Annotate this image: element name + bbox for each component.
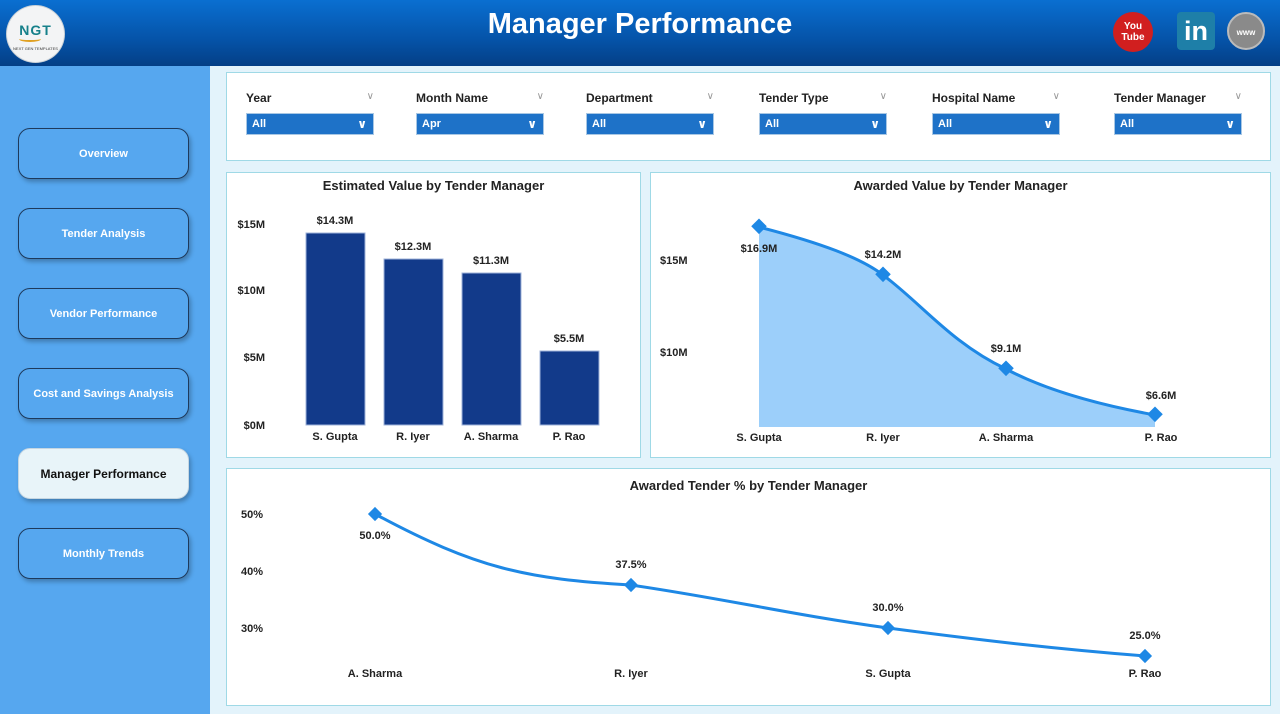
hospital-slicer: Hospital Name ∨ All ∨ (932, 91, 1060, 135)
sidebar-item-monthly-trends[interactable]: Monthly Trends (18, 528, 189, 579)
svg-text:$10M: $10M (660, 347, 688, 359)
svg-text:$14.2M: $14.2M (865, 249, 902, 261)
area-line (758, 225, 1156, 417)
chevron-down-icon: ∨ (1225, 117, 1235, 131)
point-r-iyer[interactable] (623, 577, 639, 593)
svg-text:R. Iyer: R. Iyer (396, 431, 430, 443)
bar-a-sharma[interactable] (461, 272, 522, 426)
sidebar-item-tender-analysis[interactable]: Tender Analysis (18, 208, 189, 259)
bar-r-iyer[interactable] (383, 258, 444, 426)
chevron-down-icon[interactable]: ∨ (1234, 91, 1242, 102)
svg-text:A. Sharma: A. Sharma (979, 432, 1034, 444)
svg-text:30.0%: 30.0% (872, 602, 903, 614)
svg-text:R. Iyer: R. Iyer (614, 668, 648, 680)
svg-text:$5M: $5M (244, 352, 265, 364)
hospital-dropdown[interactable]: All ∨ (932, 113, 1060, 135)
awarded-tender-pct-chart: Awarded Tender % by Tender Manager 50% 4… (226, 468, 1271, 706)
tender-type-dropdown[interactable]: All ∨ (759, 113, 887, 135)
svg-text:A. Sharma: A. Sharma (464, 431, 519, 443)
sidebar-item-cost-savings[interactable]: Cost and Savings Analysis (18, 368, 189, 419)
svg-text:S. Gupta: S. Gupta (865, 668, 911, 680)
chevron-down-icon: ∨ (1043, 117, 1053, 131)
svg-text:S. Gupta: S. Gupta (736, 432, 782, 444)
svg-text:25.0%: 25.0% (1129, 630, 1160, 642)
department-slicer: Department ∨ All ∨ (586, 91, 714, 135)
point-p-rao[interactable] (1137, 648, 1153, 664)
svg-text:$9.1M: $9.1M (991, 343, 1022, 355)
svg-text:$6.6M: $6.6M (1146, 390, 1177, 402)
svg-text:30%: 30% (241, 623, 263, 635)
year-dropdown[interactable]: All ∨ (246, 113, 374, 135)
svg-text:$0M: $0M (244, 420, 265, 432)
tender-manager-dropdown[interactable]: All ∨ (1114, 113, 1242, 135)
point-s-gupta[interactable] (880, 620, 896, 636)
point-a-sharma[interactable] (367, 506, 383, 522)
svg-text:$16.9M: $16.9M (741, 243, 778, 255)
chevron-down-icon: ∨ (870, 117, 880, 131)
svg-text:$15M: $15M (237, 219, 265, 231)
trend-line (374, 512, 1146, 658)
chevron-down-icon[interactable]: ∨ (1052, 91, 1060, 102)
svg-text:37.5%: 37.5% (615, 559, 646, 571)
chevron-down-icon[interactable]: ∨ (536, 91, 544, 102)
chevron-down-icon: ∨ (357, 117, 367, 131)
website-icon[interactable]: www (1227, 12, 1265, 50)
svg-text:$12.3M: $12.3M (395, 241, 432, 253)
bar-s-gupta[interactable] (305, 232, 366, 426)
tender-manager-slicer: Tender Manager ∨ All ∨ (1114, 91, 1242, 135)
logo-swoosh-icon (19, 36, 41, 42)
svg-text:$10M: $10M (237, 285, 265, 297)
ngt-logo: NGT NEXT GEN TEMPLATES (6, 5, 65, 63)
linkedin-icon[interactable]: in (1177, 12, 1215, 50)
awarded-value-chart: Awarded Value by Tender Manager $15M $10… (650, 172, 1271, 458)
svg-text:P. Rao: P. Rao (1145, 432, 1178, 444)
svg-text:$5.5M: $5.5M (554, 333, 585, 345)
chevron-down-icon[interactable]: ∨ (706, 91, 714, 102)
svg-text:$14.3M: $14.3M (317, 215, 354, 227)
filters-panel: Year ∨ All ∨ Month Name ∨ Apr ∨ Department ∨ … (226, 72, 1271, 161)
chevron-down-icon[interactable]: ∨ (879, 91, 887, 102)
estimated-value-chart: Estimated Value by Tender Manager $15M $… (226, 172, 641, 458)
svg-text:40%: 40% (241, 566, 263, 578)
svg-text:$15M: $15M (660, 255, 688, 267)
month-dropdown[interactable]: Apr ∨ (416, 113, 544, 135)
svg-text:$11.3M: $11.3M (473, 255, 509, 267)
point-p-rao[interactable] (1147, 406, 1163, 423)
sidebar-item-vendor-performance[interactable]: Vendor Performance (18, 288, 189, 339)
page-title: Manager Performance (487, 8, 793, 40)
sidebar-item-manager-performance[interactable]: Manager Performance (18, 448, 189, 499)
svg-text:P. Rao: P. Rao (1129, 668, 1162, 680)
line-chart-svg: 50% 40% 30% 50.0% 37.5% 30.0% 25.0% A. S… (241, 506, 1162, 680)
month-slicer: Month Name ∨ Apr ∨ (416, 91, 544, 135)
svg-text:P. Rao: P. Rao (553, 431, 586, 443)
sidebar-nav: Overview Tender Analysis Vendor Performa… (0, 66, 210, 714)
youtube-icon[interactable]: You Tube (1113, 12, 1153, 52)
svg-text:S. Gupta: S. Gupta (312, 431, 358, 443)
chevron-down-icon: ∨ (697, 117, 707, 131)
bar-chart-svg: $15M $10M $5M $0M $14.3M $12.3M $11.3M $… (237, 215, 600, 443)
svg-text:50.0%: 50.0% (359, 530, 390, 542)
area-chart-svg: $15M $10M $16.9M $14.2M $9.1M $6.6M S. G… (660, 218, 1178, 444)
sidebar-item-overview[interactable]: Overview (18, 128, 189, 179)
chevron-down-icon: ∨ (527, 117, 537, 131)
point-a-sharma[interactable] (998, 360, 1014, 377)
department-dropdown[interactable]: All ∨ (586, 113, 714, 135)
tender-type-slicer: Tender Type ∨ All ∨ (759, 91, 887, 135)
year-slicer: Year ∨ All ∨ (246, 91, 374, 135)
svg-text:50%: 50% (241, 509, 263, 521)
svg-text:A. Sharma: A. Sharma (348, 668, 403, 680)
area-fill (759, 227, 1155, 427)
bar-p-rao[interactable] (539, 350, 600, 426)
chevron-down-icon[interactable]: ∨ (366, 91, 374, 102)
header-bar: NGT NEXT GEN TEMPLATES Manager Performan… (0, 0, 1280, 66)
svg-text:R. Iyer: R. Iyer (866, 432, 900, 444)
